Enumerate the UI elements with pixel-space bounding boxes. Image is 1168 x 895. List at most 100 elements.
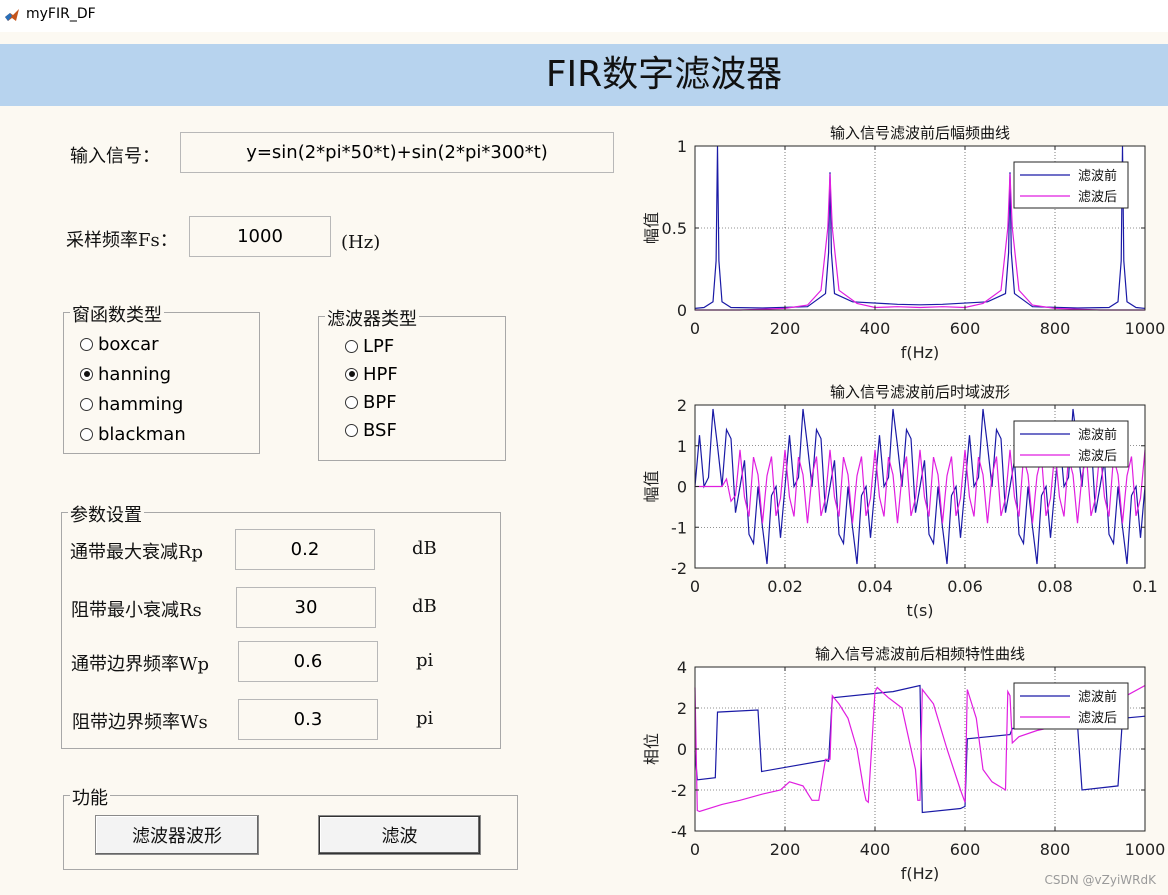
param-rs-field[interactable]: 30 bbox=[236, 587, 376, 628]
x-tick-label: 200 bbox=[770, 840, 801, 859]
y-tick-label: -2 bbox=[671, 781, 687, 800]
plot-frame bbox=[694, 404, 1146, 569]
input-signal-label: 输入信号： bbox=[70, 146, 160, 167]
banner-title: FIR数字滤波器 bbox=[545, 54, 783, 95]
x-tick-label: 200 bbox=[770, 319, 801, 338]
plot-area bbox=[695, 667, 1145, 831]
functions-group: 功能 bbox=[63, 784, 518, 870]
radio-indicator-selected bbox=[80, 367, 93, 381]
window-type-group: 窗函数类型 boxcar hanning hamming blackman bbox=[63, 301, 260, 454]
y-tick-label: 1 bbox=[677, 137, 687, 156]
y-tick-label: 0.5 bbox=[662, 219, 687, 238]
radio-bpf[interactable]: BPF bbox=[345, 391, 397, 413]
legend-label: 滤波后 bbox=[1078, 190, 1117, 205]
x-tick-label: 800 bbox=[1040, 840, 1071, 859]
chart-title: 输入信号滤波前后相频特性曲线 bbox=[815, 645, 1025, 663]
matlab-icon bbox=[5, 9, 19, 21]
sampling-rate-unit: (Hz) bbox=[341, 232, 381, 253]
x-tick-label: 0.04 bbox=[857, 577, 893, 596]
window-type-title: 窗函数类型 bbox=[70, 301, 164, 327]
window-title: myFIR_DF bbox=[26, 6, 96, 22]
y-axis-label: 相位 bbox=[642, 733, 661, 765]
y-tick-label: 4 bbox=[677, 658, 687, 677]
series-line-before bbox=[694, 684, 1146, 814]
x-tick-label: 400 bbox=[860, 840, 891, 859]
input-signal-field[interactable]: y=sin(2*pi*50*t)+sin(2*pi*300*t) bbox=[180, 132, 614, 173]
legend-label: 滤波后 bbox=[1078, 711, 1117, 726]
radio-label: HPF bbox=[363, 363, 398, 385]
x-tick-label: 1000 bbox=[1125, 319, 1166, 338]
sampling-rate-field[interactable]: 1000 bbox=[189, 216, 331, 257]
param-rp-label: 通带最大衰减Rp bbox=[70, 542, 204, 563]
radio-boxcar[interactable]: boxcar bbox=[80, 333, 159, 355]
radio-label: blackman bbox=[98, 423, 186, 445]
param-wp-label: 通带边界频率Wp bbox=[71, 654, 210, 675]
y-tick-label: 0 bbox=[677, 301, 687, 320]
radio-indicator bbox=[345, 423, 358, 437]
y-tick-label: 1 bbox=[677, 437, 687, 456]
param-ws-field[interactable]: 0.3 bbox=[238, 699, 378, 740]
y-tick-label: 0 bbox=[677, 478, 687, 497]
x-tick-label: 400 bbox=[860, 319, 891, 338]
filter-waveform-button[interactable]: 滤波器波形 bbox=[95, 815, 259, 855]
radio-lpf[interactable]: LPF bbox=[345, 335, 394, 357]
filter-button[interactable]: 滤波 bbox=[318, 815, 481, 855]
x-tick-label: 600 bbox=[950, 840, 981, 859]
radio-indicator bbox=[80, 337, 93, 351]
x-tick-label: 0 bbox=[690, 840, 700, 859]
radio-indicator bbox=[345, 395, 358, 409]
legend-label: 滤波前 bbox=[1078, 689, 1117, 705]
plot-area bbox=[695, 405, 1145, 568]
plot-area bbox=[695, 146, 1145, 310]
series-line-after bbox=[694, 684, 1146, 813]
radio-label: BSF bbox=[363, 419, 397, 441]
legend-label: 滤波前 bbox=[1078, 168, 1117, 184]
param-rp-field[interactable]: 0.2 bbox=[235, 529, 375, 570]
x-tick-label: 0.1 bbox=[1132, 577, 1157, 596]
radio-label: BPF bbox=[363, 391, 397, 413]
x-axis-label: f(Hz) bbox=[901, 343, 940, 362]
param-rs-unit: dB bbox=[412, 596, 437, 617]
filter-type-title: 滤波器类型 bbox=[325, 305, 419, 331]
radio-hpf[interactable]: HPF bbox=[345, 363, 398, 385]
legend-box bbox=[1013, 682, 1129, 730]
x-tick-label: 600 bbox=[950, 319, 981, 338]
x-axis-label: t(s) bbox=[906, 601, 933, 620]
params-title: 参数设置 bbox=[68, 501, 144, 527]
filter-type-group: 滤波器类型 LPF HPF BPF BSF bbox=[318, 305, 506, 461]
radio-label: hanning bbox=[98, 363, 172, 385]
radio-indicator-selected bbox=[345, 367, 358, 381]
legend-label: 滤波前 bbox=[1078, 427, 1117, 443]
series-line-after bbox=[695, 173, 1145, 311]
plot-frame bbox=[694, 145, 1146, 311]
y-axis-label: 幅值 bbox=[642, 212, 661, 244]
chart-title: 输入信号滤波前后幅频曲线 bbox=[830, 124, 1010, 142]
plot-frame bbox=[694, 666, 1146, 832]
y-tick-label: 0 bbox=[677, 740, 687, 759]
x-tick-label: 0.08 bbox=[1037, 577, 1073, 596]
watermark: CSDN @vZyiWRdK bbox=[1044, 873, 1156, 887]
y-tick-label: -1 bbox=[671, 518, 687, 537]
radio-indicator bbox=[345, 339, 358, 353]
radio-indicator bbox=[80, 427, 93, 441]
radio-hamming[interactable]: hamming bbox=[80, 393, 183, 415]
y-tick-label: -2 bbox=[671, 559, 687, 578]
x-tick-label: 0.06 bbox=[947, 577, 983, 596]
sampling-rate-label: 采样频率Fs： bbox=[66, 230, 178, 251]
params-group: 参数设置 bbox=[61, 501, 501, 749]
param-rs-label: 阻带最小衰减Rs bbox=[71, 600, 202, 621]
radio-hanning[interactable]: hanning bbox=[80, 363, 171, 385]
radio-bsf[interactable]: BSF bbox=[345, 419, 397, 441]
y-tick-label: -4 bbox=[671, 822, 687, 841]
radio-blackman[interactable]: blackman bbox=[80, 423, 186, 445]
legend-label: 滤波后 bbox=[1078, 449, 1117, 464]
legend-box bbox=[1013, 420, 1129, 468]
functions-title: 功能 bbox=[70, 784, 110, 810]
radio-indicator bbox=[80, 397, 93, 411]
x-tick-label: 1000 bbox=[1125, 840, 1166, 859]
x-axis-label: f(Hz) bbox=[901, 864, 940, 883]
x-tick-label: 0 bbox=[690, 577, 700, 596]
y-axis-label: 幅值 bbox=[642, 470, 661, 502]
param-wp-field[interactable]: 0.6 bbox=[238, 641, 378, 682]
series-line-before bbox=[694, 408, 1146, 565]
